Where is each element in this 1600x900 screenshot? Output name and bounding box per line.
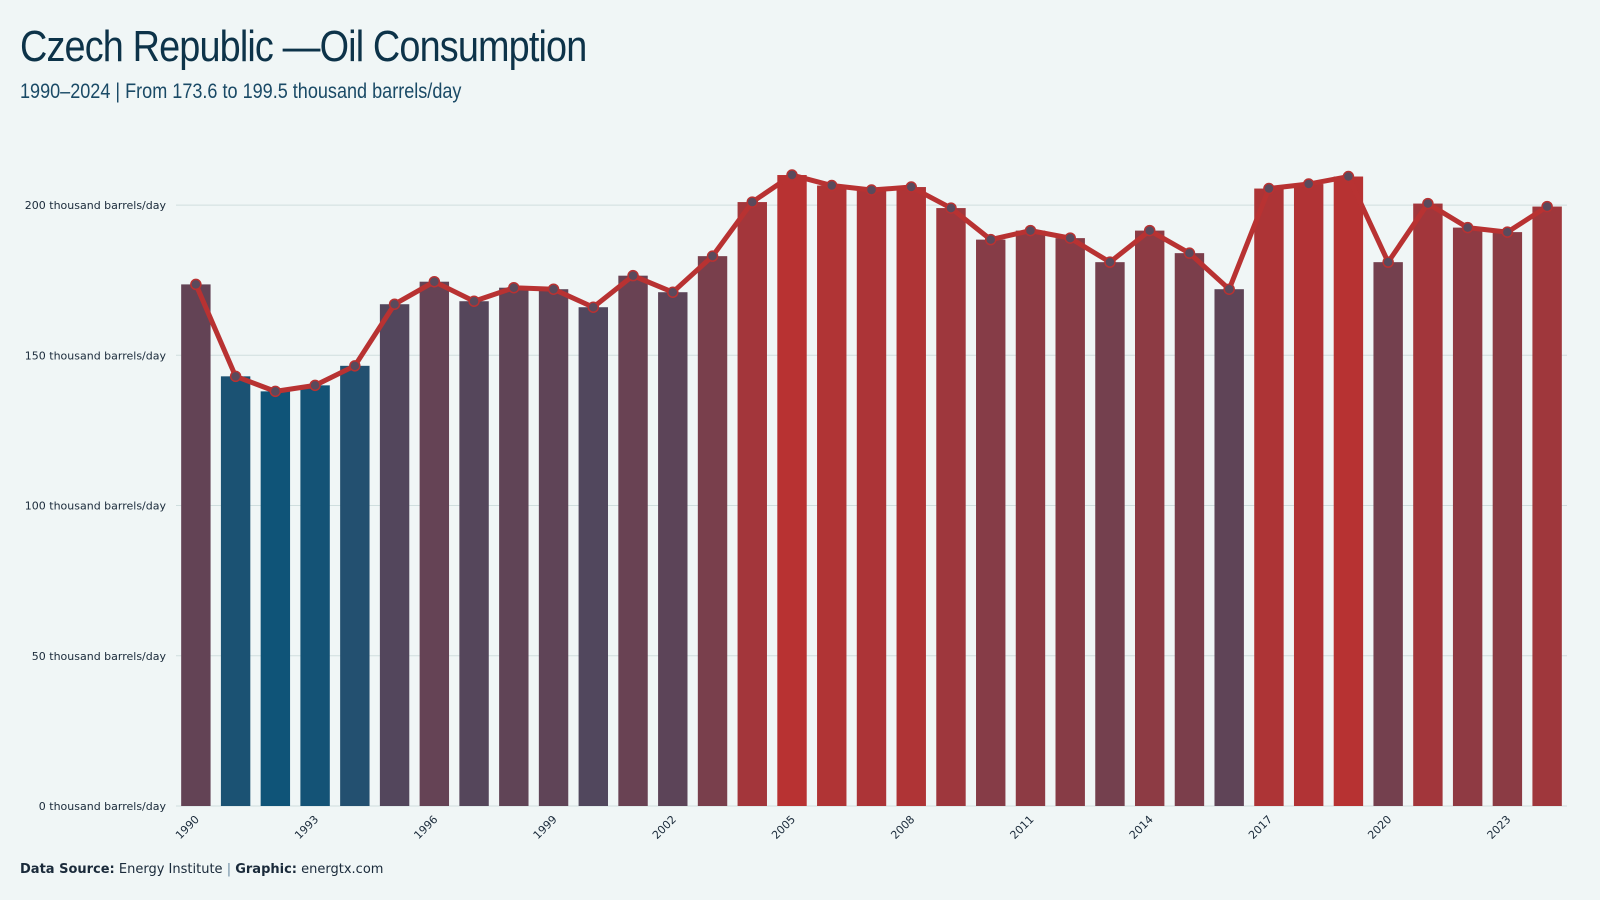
graphic-credit-link[interactable]: energtx.com <box>301 862 384 877</box>
data-source-label: Data Source: <box>20 862 115 877</box>
footer-credits: Data Source: Energy Institute | Graphic:… <box>20 862 383 877</box>
point-2010 <box>984 233 997 246</box>
point-2016 <box>1223 283 1235 295</box>
point-2023 <box>1501 226 1514 238</box>
bar-2021 <box>1413 203 1443 806</box>
point-2017 <box>1263 182 1275 195</box>
x-tick-label: 2023 <box>1485 813 1514 842</box>
point-2018 <box>1302 178 1315 190</box>
bar-1998 <box>499 287 529 807</box>
point-1992 <box>269 385 282 398</box>
bar-2002 <box>658 292 688 806</box>
bar-2006 <box>817 185 847 806</box>
x-tick-label: 1993 <box>292 813 321 842</box>
bar-1999 <box>538 289 569 806</box>
point-2006 <box>826 179 838 192</box>
point-2000 <box>587 301 600 313</box>
bar-2011 <box>1015 230 1046 806</box>
point-2002 <box>667 286 679 298</box>
bar-2016 <box>1214 289 1244 806</box>
bar-2004 <box>737 202 767 806</box>
x-tick-label: 2002 <box>650 813 679 842</box>
graphic-label: Graphic: <box>235 862 297 877</box>
bar-2024 <box>1532 206 1562 807</box>
bar-2010 <box>976 239 1006 806</box>
point-2015 <box>1183 247 1196 259</box>
bar-2022 <box>1452 227 1483 807</box>
bar-2008 <box>896 187 926 806</box>
bar-2013 <box>1095 262 1125 806</box>
bar-1995 <box>379 304 410 806</box>
bar-2009 <box>936 208 966 807</box>
point-2014 <box>1143 224 1156 237</box>
bar-2003 <box>697 256 728 807</box>
point-2005 <box>786 169 798 181</box>
chart-title: Czech Republic —Oil Consumption <box>20 22 587 71</box>
y-tick-label: 150 thousand barrels/day <box>25 349 167 362</box>
bar-2005 <box>777 175 807 806</box>
x-tick-label: 1996 <box>411 813 440 842</box>
point-1997 <box>468 295 480 307</box>
x-tick-label: 2014 <box>1127 813 1156 842</box>
point-2004 <box>746 196 759 208</box>
bar-1990 <box>181 284 211 806</box>
x-tick-label: 2017 <box>1246 813 1275 842</box>
point-1998 <box>508 281 520 294</box>
bar-2015 <box>1174 253 1205 807</box>
bar-2000 <box>578 307 609 806</box>
point-1990 <box>190 278 202 291</box>
y-tick-label: 200 thousand barrels/day <box>25 199 167 212</box>
point-2008 <box>905 181 917 193</box>
bar-1996 <box>419 281 450 807</box>
point-1999 <box>547 283 560 295</box>
data-source-value: Energy Institute <box>118 862 223 877</box>
bar-2017 <box>1254 188 1284 806</box>
bar-2007 <box>856 190 887 806</box>
bar-2018 <box>1293 184 1324 806</box>
bar-1991 <box>220 376 251 806</box>
point-1995 <box>388 298 401 310</box>
point-2021 <box>1422 197 1434 210</box>
point-2011 <box>1024 224 1037 237</box>
bar-2012 <box>1055 238 1085 807</box>
x-tick-label: 2011 <box>1008 813 1037 842</box>
x-tick-label: 1990 <box>173 813 202 842</box>
point-2012 <box>1064 232 1076 244</box>
bar-2019 <box>1333 176 1364 806</box>
chart-subtitle: 1990–2024 | From 173.6 to 199.5 thousand… <box>20 80 462 103</box>
x-tick-label: 1999 <box>531 813 560 842</box>
point-2003 <box>706 250 719 262</box>
point-1996 <box>428 275 441 288</box>
point-1991 <box>229 370 242 383</box>
x-tick-label: 2008 <box>888 813 917 842</box>
point-2022 <box>1461 221 1474 234</box>
bar-1992 <box>260 391 291 806</box>
point-2001 <box>627 269 639 282</box>
y-tick-label: 0 thousand barrels/day <box>39 800 167 813</box>
point-1994 <box>349 360 361 372</box>
point-2024 <box>1541 200 1553 213</box>
point-2009 <box>945 202 957 214</box>
y-tick-label: 50 thousand barrels/day <box>32 650 167 663</box>
point-2007 <box>865 184 878 196</box>
bar-1997 <box>459 301 489 806</box>
bar-2014 <box>1134 230 1165 806</box>
footer-separator: | <box>226 862 232 877</box>
bar-2020 <box>1373 262 1403 806</box>
point-1993 <box>309 379 321 392</box>
bar-2023 <box>1492 232 1523 806</box>
point-2020 <box>1382 256 1394 268</box>
bar-1994 <box>340 365 370 806</box>
bar-1993 <box>300 385 330 806</box>
point-2019 <box>1342 170 1355 183</box>
x-tick-label: 2005 <box>769 813 798 842</box>
bar-2001 <box>618 275 648 806</box>
y-tick-label: 100 thousand barrels/day <box>25 500 167 513</box>
x-tick-label: 2020 <box>1365 813 1394 842</box>
point-2013 <box>1104 256 1116 268</box>
